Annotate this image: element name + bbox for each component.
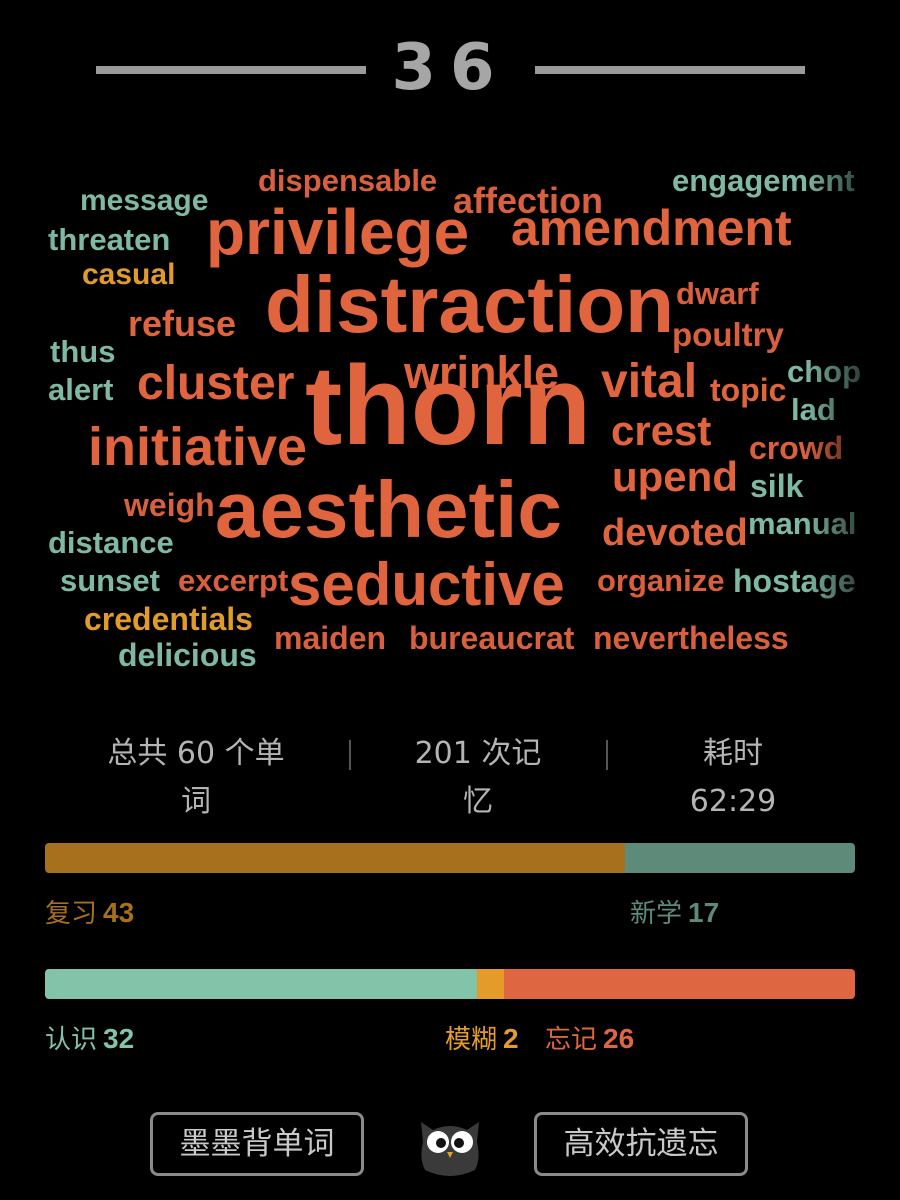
- stat-memory-count-line1: 201 次记: [414, 736, 542, 771]
- review-legend: 复习 43: [45, 893, 134, 930]
- word-cloud-word: dwarf: [676, 276, 759, 311]
- word-cloud-word: silk: [750, 468, 804, 504]
- word-cloud-word: dispensable: [258, 163, 438, 198]
- word-cloud-word: manual: [748, 506, 857, 541]
- word-cloud-word: thus: [50, 334, 116, 369]
- forget-legend: 忘记 26: [545, 1019, 634, 1056]
- word-cloud-word: organize: [597, 563, 725, 598]
- owl-icon: [417, 1112, 483, 1178]
- new-legend: 新学 17: [630, 893, 719, 930]
- word-cloud-word: excerpt: [178, 563, 289, 598]
- word-cloud-word: affection: [453, 180, 604, 221]
- review-new-progress-bar: [45, 843, 855, 873]
- know-count: 32: [103, 1023, 135, 1054]
- know-label: 认识: [45, 1025, 98, 1055]
- word-cloud-word: credentials: [84, 601, 253, 637]
- fuzzy-legend: 模糊 2: [445, 1019, 519, 1056]
- word-cloud-word: topic: [710, 372, 787, 408]
- know-legend: 认识 32: [45, 1019, 134, 1056]
- word-cloud-word: vital: [601, 355, 698, 408]
- forget-segment: [504, 969, 855, 999]
- forget-label: 忘记: [545, 1025, 598, 1055]
- new-segment: [625, 843, 855, 873]
- word-cloud-word: upend: [612, 453, 738, 500]
- word-cloud-word: engagement: [672, 163, 855, 198]
- word-cloud-word: crowd: [749, 430, 844, 466]
- word-cloud-word: poultry: [672, 316, 784, 353]
- header-rule-left: [96, 66, 366, 74]
- stat-time-label: 耗时: [703, 736, 763, 771]
- recall-progress-bar: [45, 969, 855, 999]
- word-cloud-word: lad: [791, 392, 836, 427]
- app-name-button[interactable]: 墨墨背单词: [150, 1112, 364, 1176]
- word-cloud-word: message: [80, 184, 209, 217]
- know-segment: [45, 969, 477, 999]
- word-cloud-word: thorn: [305, 343, 592, 468]
- word-cloud-word: maiden: [274, 620, 387, 656]
- stat-memory-count: 201 次记 忆: [358, 730, 598, 826]
- word-cloud-word: hostage: [733, 563, 856, 599]
- fuzzy-segment: [477, 969, 504, 999]
- word-cloud-word: alert: [48, 372, 114, 407]
- stat-divider: [349, 740, 351, 770]
- review-segment: [45, 843, 626, 873]
- word-cloud-word: seductive: [288, 551, 565, 618]
- word-cloud-word: distraction: [265, 260, 674, 349]
- word-cloud-word: casual: [82, 258, 176, 291]
- word-cloud-fade-left: [0, 150, 55, 690]
- word-cloud-word: chop: [787, 354, 862, 389]
- stat-total-words-line1: 总共 60 个单: [107, 736, 285, 771]
- word-cloud-word: cluster: [137, 357, 295, 410]
- word-cloud: message dispensable affection engagement thr…: [0, 150, 900, 690]
- stat-divider: [606, 740, 608, 770]
- word-cloud-word: initiative: [88, 417, 308, 477]
- word-cloud-word: distance: [48, 525, 174, 560]
- word-cloud-word: bureaucrat: [409, 620, 575, 656]
- word-cloud-word: threaten: [48, 222, 171, 257]
- forget-count: 26: [603, 1023, 635, 1054]
- header-rule-right: [535, 66, 805, 74]
- word-cloud-word: aesthetic: [215, 465, 562, 554]
- slogan-button[interactable]: 高效抗遗忘: [534, 1112, 748, 1176]
- word-cloud-word: nevertheless: [593, 620, 789, 656]
- stat-total-words-line2: 词: [181, 784, 211, 819]
- word-cloud-word: sunset: [60, 563, 160, 598]
- fuzzy-label: 模糊: [445, 1025, 498, 1055]
- stat-time: 耗时 62:29: [613, 730, 853, 826]
- day-number: 36: [391, 31, 509, 105]
- fuzzy-count: 2: [503, 1023, 519, 1054]
- word-cloud-word: delicious: [118, 637, 257, 673]
- stat-time-value: 62:29: [689, 784, 777, 819]
- word-cloud-word: wrinkle: [404, 347, 560, 398]
- new-count: 17: [688, 897, 720, 928]
- word-cloud-word: weigh: [124, 487, 215, 523]
- word-cloud-word: devoted: [602, 512, 748, 554]
- word-cloud-word: amendment: [511, 200, 792, 256]
- stat-memory-count-line2: 忆: [463, 784, 493, 819]
- word-cloud-word: refuse: [128, 303, 237, 344]
- review-label: 复习: [45, 899, 98, 929]
- word-cloud-word: privilege: [206, 196, 470, 268]
- new-label: 新学: [630, 899, 683, 929]
- word-cloud-word: crest: [611, 407, 712, 454]
- review-count: 43: [103, 897, 135, 928]
- stat-total-words: 总共 60 个单 词: [76, 730, 316, 826]
